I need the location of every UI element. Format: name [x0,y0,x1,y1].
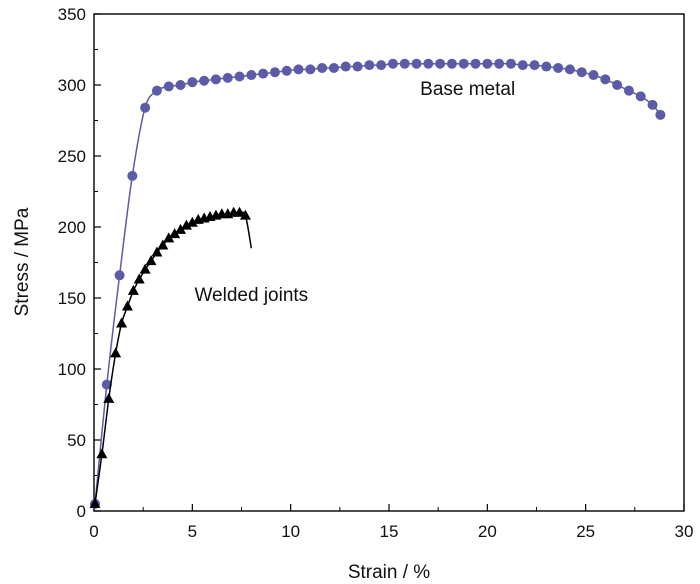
y-tick-label-100: 100 [58,360,86,379]
data-point-base-metal-27 [411,58,422,69]
series-line-welded-joints [94,211,253,504]
data-point-base-metal-48 [655,109,666,120]
data-point-base-metal-29 [435,58,446,69]
data-point-welded-joints-8 [139,263,151,274]
data-point-welded-joints-24 [234,206,246,217]
series-base-metal [89,58,666,509]
data-point-welded-joints-10 [151,246,163,257]
data-point-base-metal-7 [175,80,186,90]
data-point-base-metal-2 [114,270,125,281]
data-point-welded-joints-6 [127,284,139,295]
data-point-base-metal-45 [623,85,634,96]
data-point-base-metal-20 [328,62,339,73]
data-point-base-metal-41 [576,67,587,78]
data-point-base-metal-12 [234,71,245,82]
data-point-base-metal-21 [340,61,351,72]
data-point-base-metal-26 [399,58,410,69]
x-tick-label-25: 25 [576,522,595,541]
y-tick-label-150: 150 [58,289,86,308]
data-point-welded-joints-1 [96,448,108,459]
data-point-base-metal-28 [423,58,434,69]
data-point-base-metal-22 [352,61,363,72]
data-point-base-metal-24 [376,60,387,71]
data-point-base-metal-3 [127,170,138,181]
y-tick-label-200: 200 [58,218,86,237]
data-point-welded-joints-9 [145,255,157,266]
data-point-base-metal-36 [517,60,528,71]
data-point-base-metal-8 [187,77,198,88]
data-point-base-metal-9 [199,75,210,86]
data-point-welded-joints-2 [103,392,115,403]
data-point-base-metal-23 [364,60,375,71]
data-point-base-metal-40 [564,64,575,75]
data-point-base-metal-1 [101,379,112,390]
x-axis-title: Strain / % [348,562,430,583]
data-point-welded-joints-0 [89,497,101,508]
data-point-base-metal-19 [317,62,328,73]
x-tick-label-0: 0 [89,522,98,541]
data-point-base-metal-35 [505,58,516,69]
data-point-base-metal-47 [647,99,658,110]
y-tick-label-300: 300 [58,76,86,95]
data-point-welded-joints-12 [163,232,175,243]
data-point-base-metal-39 [553,62,564,73]
annotations: Base metal Welded joints [194,79,515,306]
data-point-welded-joints-11 [157,239,169,250]
data-point-base-metal-43 [600,74,611,85]
data-point-welded-joints-14 [175,223,187,234]
data-point-base-metal-42 [588,70,599,81]
data-point-base-metal-32 [470,58,481,69]
series-welded-joints [89,206,253,508]
data-point-base-metal-14 [258,68,269,79]
data-point-base-metal-10 [210,74,221,85]
data-point-welded-joints-5 [121,300,133,311]
y-tick-label-250: 250 [58,147,86,166]
data-point-welded-joints-16 [186,216,198,227]
data-point-base-metal-30 [446,58,457,69]
data-point-base-metal-16 [281,65,292,76]
annotation-base-metal: Base metal [420,79,515,100]
y-tick-label-350: 350 [58,5,86,24]
data-point-welded-joints-25 [239,209,251,220]
data-point-welded-joints-13 [169,228,181,239]
data-point-base-metal-4 [140,102,151,113]
data-point-base-metal-25 [387,58,398,69]
data-point-base-metal-34 [494,58,505,69]
data-point-welded-joints-15 [180,219,192,230]
data-point-base-metal-5 [151,85,162,96]
series-line-base-metal [94,62,661,504]
data-point-base-metal-15 [269,67,280,78]
x-tick-label-5: 5 [188,522,197,541]
x-tick-label-15: 15 [380,522,399,541]
y-tick-label-0: 0 [77,502,86,521]
x-tick-label-10: 10 [281,522,300,541]
data-point-base-metal-44 [612,80,623,90]
data-point-base-metal-11 [222,72,233,83]
data-point-base-metal-33 [482,58,493,69]
series-layer [89,58,666,509]
data-point-base-metal-46 [635,91,646,102]
axis-ticks [93,13,685,512]
x-tick-label-20: 20 [478,522,497,541]
x-tick-label-30: 30 [675,522,694,541]
data-point-welded-joints-3 [110,347,122,358]
data-point-base-metal-6 [163,81,174,92]
data-point-welded-joints-4 [116,317,128,328]
data-point-base-metal-38 [541,61,552,72]
y-tick-label-50: 50 [67,431,86,450]
annotation-welded-joints: Welded joints [194,285,308,306]
data-point-welded-joints-7 [133,273,145,284]
data-point-base-metal-13 [246,70,257,81]
data-point-base-metal-18 [305,64,316,75]
data-point-base-metal-31 [458,58,469,69]
y-axis-title: Stress / MPa [12,207,33,316]
data-point-base-metal-17 [293,64,304,75]
data-point-base-metal-37 [529,60,540,71]
